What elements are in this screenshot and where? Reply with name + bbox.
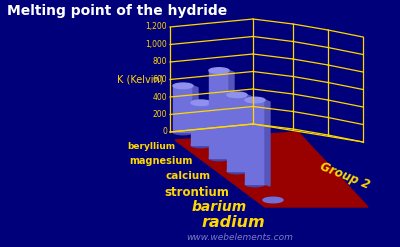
Ellipse shape <box>245 97 265 103</box>
Ellipse shape <box>191 100 211 105</box>
Text: magnesium: magnesium <box>130 157 193 166</box>
Ellipse shape <box>263 197 283 203</box>
Polygon shape <box>227 95 247 171</box>
Text: 600: 600 <box>152 75 167 84</box>
Ellipse shape <box>209 155 229 161</box>
Ellipse shape <box>173 129 193 135</box>
Text: 0: 0 <box>162 127 167 137</box>
Ellipse shape <box>191 142 211 148</box>
Text: 1,000: 1,000 <box>145 40 167 49</box>
Text: calcium: calcium <box>166 171 211 181</box>
Ellipse shape <box>227 168 247 174</box>
Text: barium: barium <box>192 200 247 214</box>
Ellipse shape <box>173 83 193 89</box>
Ellipse shape <box>227 92 247 98</box>
Polygon shape <box>211 103 216 147</box>
Text: 800: 800 <box>152 58 167 66</box>
Polygon shape <box>173 86 193 132</box>
Text: strontium: strontium <box>164 185 229 199</box>
Polygon shape <box>209 70 229 158</box>
Text: 200: 200 <box>152 110 167 119</box>
Text: Group 2: Group 2 <box>318 160 372 192</box>
Polygon shape <box>175 132 368 207</box>
Polygon shape <box>265 100 270 186</box>
Polygon shape <box>193 86 198 134</box>
Text: 400: 400 <box>152 92 167 102</box>
Text: 1,200: 1,200 <box>145 22 167 32</box>
Ellipse shape <box>245 181 265 187</box>
Polygon shape <box>229 70 234 160</box>
Text: www.webelements.com: www.webelements.com <box>186 233 294 242</box>
Polygon shape <box>191 103 211 145</box>
Polygon shape <box>245 100 265 184</box>
Text: K (Kelvin): K (Kelvin) <box>117 75 163 84</box>
Text: radium: radium <box>201 214 265 229</box>
Text: Melting point of the hydride: Melting point of the hydride <box>7 4 227 18</box>
Text: beryllium: beryllium <box>127 142 175 151</box>
Ellipse shape <box>209 68 229 73</box>
Polygon shape <box>247 95 252 173</box>
